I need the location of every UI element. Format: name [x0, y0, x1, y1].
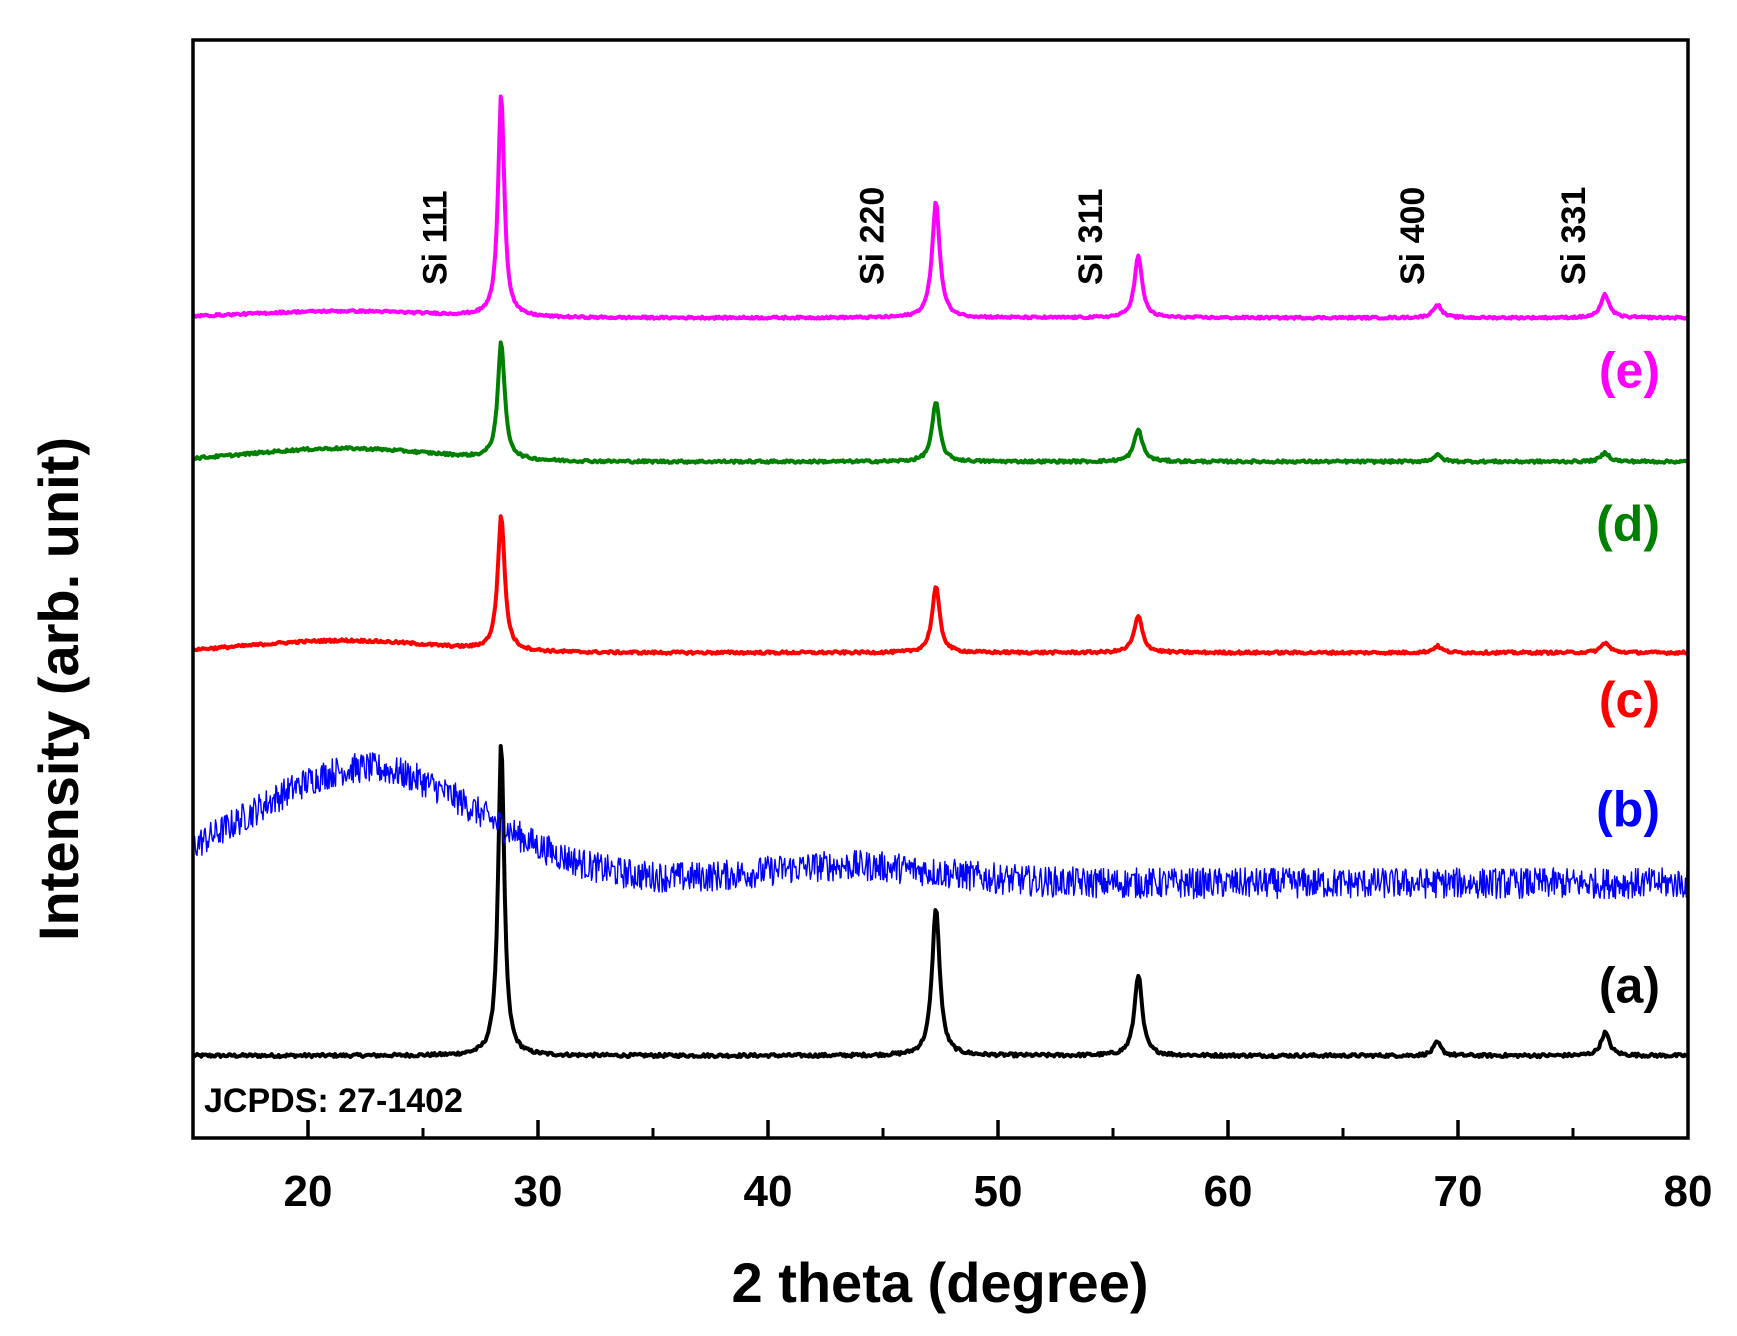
peak-label: Si 220: [854, 187, 892, 285]
series-line-d: [192, 340, 1689, 465]
series-label: (b): [1596, 782, 1660, 838]
x-tick-label: 20: [284, 1167, 333, 1216]
x-axis-title: 2 theta (degree): [732, 1251, 1149, 1314]
x-tick-label: 80: [1664, 1167, 1713, 1216]
x-tick-label: 40: [744, 1167, 793, 1216]
peak-label: Si 400: [1394, 187, 1432, 285]
series-label: (a): [1599, 957, 1660, 1013]
series-label: (c): [1599, 672, 1660, 728]
series-layer: [191, 94, 1689, 1060]
y-axis-title: Intensity (arb. unit): [27, 437, 90, 941]
peak-label: Si 111: [417, 190, 455, 285]
plot-frame: [191, 38, 1690, 1140]
x-tick-label: 60: [1204, 1167, 1253, 1216]
x-axis-tick-labels: 20 30 40 50 60 70 80: [284, 1167, 1713, 1216]
series-line-b: [192, 752, 1689, 900]
series-line-e: [192, 94, 1689, 321]
series-line-c: [191, 514, 1689, 656]
series-labels: (a) (b) (c) (d) (e): [1596, 342, 1660, 1013]
series-line-a: [191, 744, 1689, 1060]
x-tick-label: 70: [1434, 1167, 1483, 1216]
x-axis-ticks: [306, 1120, 1575, 1138]
peak-label: Si 311: [1072, 189, 1110, 285]
series-label: (e): [1599, 342, 1660, 398]
series-label: (d): [1596, 496, 1660, 552]
x-tick-label: 50: [974, 1167, 1023, 1216]
jcpds-note: JCPDS: 27-1402: [204, 1082, 463, 1120]
peak-label: Si 331: [1555, 187, 1593, 285]
peak-labels: Si 111 Si 220 Si 311 Si 400 Si 331: [417, 187, 1594, 285]
x-tick-label: 30: [514, 1167, 563, 1216]
